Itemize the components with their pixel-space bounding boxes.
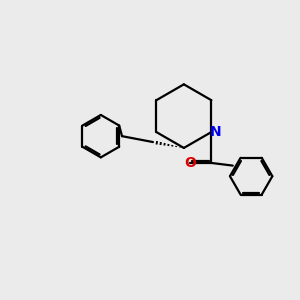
Text: O: O — [184, 156, 196, 170]
Text: N: N — [209, 125, 221, 139]
